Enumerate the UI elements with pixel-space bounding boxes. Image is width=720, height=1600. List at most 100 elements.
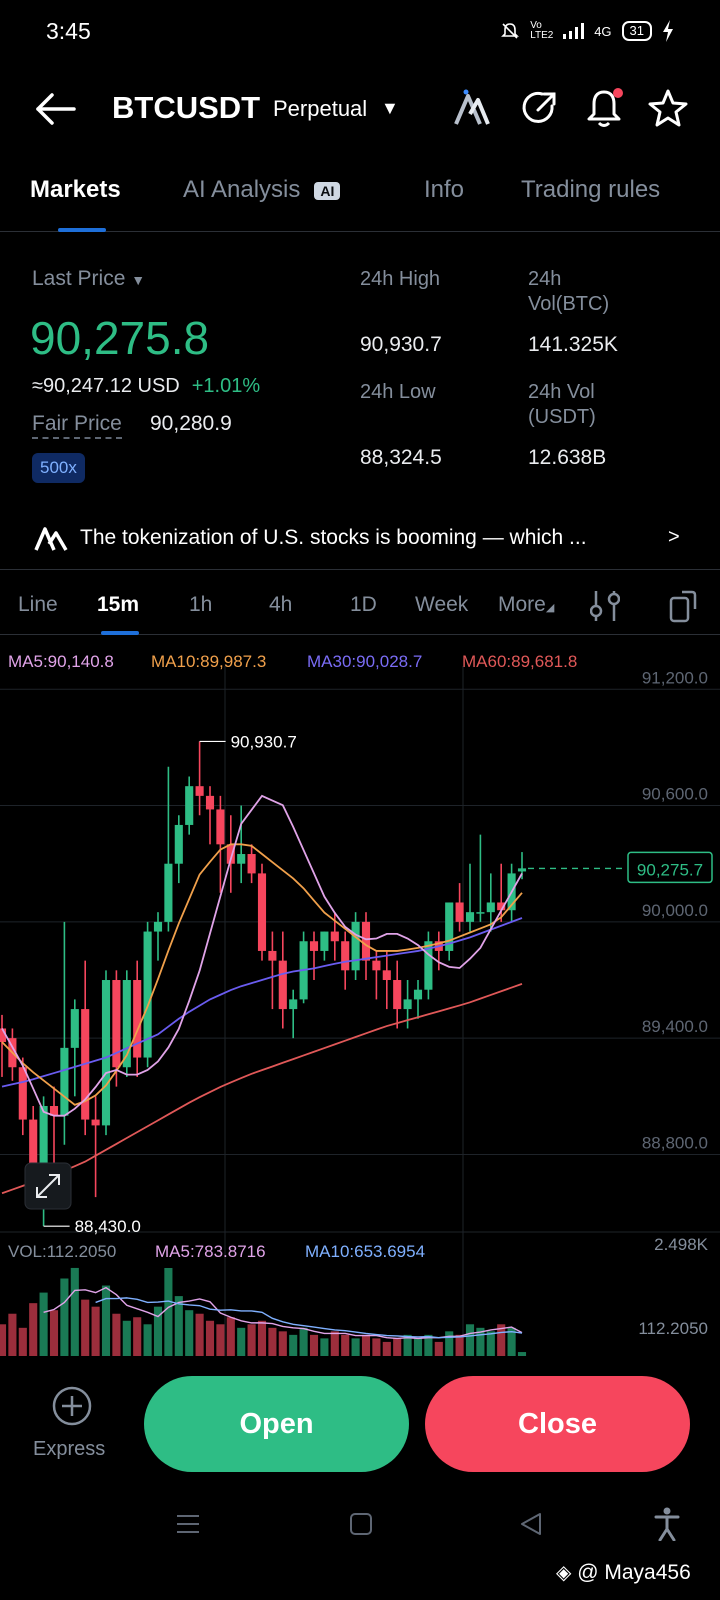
volume-bar	[101, 1285, 111, 1356]
candle-body	[101, 980, 111, 1126]
bell-icon[interactable]	[582, 86, 626, 130]
plus-circle-icon[interactable]	[52, 1386, 92, 1426]
more-caret-icon: ◢	[545, 602, 555, 614]
tab-markets[interactable]: Markets	[30, 176, 121, 203]
price-change-pct: +1.01%	[191, 375, 261, 397]
volume-bar	[341, 1334, 350, 1356]
low-marker-label: 88,430.0	[75, 1217, 141, 1236]
interval-more[interactable]: More◢	[498, 593, 554, 617]
candle-body	[49, 1106, 59, 1116]
last-price-selector[interactable]: Last Price ▼	[32, 267, 145, 291]
volume-bar	[382, 1341, 391, 1356]
interval-more-label: More	[498, 593, 546, 616]
fair-price-label[interactable]: Fair Price	[32, 412, 122, 439]
watermark-text: @ Maya456	[577, 1561, 691, 1584]
price-stats: Last Price ▼ 90,275.8 ≈90,247.12 USD +1.0…	[0, 255, 720, 495]
volume-bar	[330, 1331, 339, 1356]
status-icons: Vo LTE2 4G 31	[500, 20, 674, 42]
news-banner[interactable]: The tokenization of U.S. stocks is boomi…	[0, 510, 720, 570]
watermark: ◈ @ Maya456	[556, 1560, 691, 1585]
indicator-settings-icon[interactable]	[590, 589, 620, 623]
interval-line[interactable]: Line	[18, 593, 58, 616]
volume-ma10-legend: MA10:653.6954	[305, 1242, 425, 1261]
candle-body	[226, 844, 235, 864]
volume-axis-max: 2.498K	[654, 1235, 709, 1254]
symbol-title[interactable]: BTCUSDT	[112, 90, 261, 125]
volume-bar	[205, 1320, 215, 1356]
volume-bar	[278, 1331, 287, 1356]
close-button[interactable]: Close	[425, 1376, 690, 1472]
ai-logo-icon[interactable]	[450, 86, 494, 130]
network-type: 4G	[594, 23, 612, 39]
accessibility-icon[interactable]	[654, 1507, 680, 1541]
interval-1d[interactable]: 1D	[350, 593, 377, 616]
candle-body	[216, 809, 225, 845]
candle-body	[361, 921, 371, 961]
ai-news-icon	[34, 527, 68, 551]
ai-badge-icon: AI	[314, 181, 341, 200]
candle-body	[143, 931, 152, 1058]
candle-body	[320, 931, 329, 951]
candle-body	[497, 902, 506, 911]
interval-4h[interactable]: 4h	[269, 593, 293, 616]
back-arrow-icon[interactable]	[32, 86, 78, 132]
tab-active-indicator	[58, 228, 106, 232]
tab-trading-rules[interactable]: Trading rules	[521, 176, 661, 203]
signal-icon	[563, 23, 585, 39]
volume-bar	[320, 1338, 329, 1356]
low-24h-value: 88,324.5	[360, 446, 442, 469]
interval-15m[interactable]: 15m	[97, 593, 140, 616]
interval-week[interactable]: Week	[415, 593, 469, 616]
bottom-action-bar: Express Open Close	[0, 1360, 720, 1472]
star-icon[interactable]	[646, 86, 690, 130]
volume-bar	[112, 1313, 121, 1356]
back-nav-icon[interactable]	[518, 1511, 544, 1537]
volume-bar	[486, 1331, 495, 1356]
vol-btc-value: 141.325K	[528, 333, 618, 356]
contract-type[interactable]: Perpetual	[273, 96, 368, 121]
volume-bar	[372, 1338, 381, 1356]
binance-square-icon: ◈	[556, 1562, 572, 1584]
menu-nav-icon[interactable]	[175, 1511, 201, 1537]
candle-body	[403, 999, 412, 1010]
status-time: 3:45	[46, 18, 91, 44]
landscape-toggle-icon[interactable]	[668, 589, 698, 623]
vol-usdt-label-line2: (USDT)	[528, 406, 596, 428]
candle-body	[247, 854, 256, 874]
last-price-value: 90,275.8	[30, 312, 210, 364]
candle-body	[122, 980, 131, 1068]
news-headline[interactable]: The tokenization of U.S. stocks is boomi…	[80, 526, 587, 549]
vol-usdt-label-line1: 24h Vol	[528, 381, 595, 403]
expand-arrows-icon	[36, 1174, 60, 1198]
volume-bar	[351, 1338, 360, 1356]
leverage-badge[interactable]: 500x	[32, 453, 85, 483]
interval-1h[interactable]: 1h	[189, 593, 213, 616]
system-nav-bar: ◈ @ Maya456	[0, 1507, 720, 1600]
volume-bar	[174, 1296, 183, 1356]
express-label[interactable]: Express	[33, 1438, 106, 1460]
low-24h-label: 24h Low	[360, 381, 436, 403]
candle-body	[309, 941, 319, 951]
candlestick-chart[interactable]: 91,200.0 90,600.0 90,000.0 89,400.0 88,800.0…	[0, 636, 720, 1356]
share-icon[interactable]	[518, 86, 562, 130]
volume-bar	[434, 1341, 443, 1356]
ma30-legend: MA30:90,028.7	[307, 652, 423, 671]
chevron-right-icon[interactable]: >	[668, 526, 680, 548]
volume-bar	[507, 1327, 516, 1356]
vol-btc-label: 24h Vol(BTC)	[528, 267, 609, 317]
volume-bar	[476, 1327, 485, 1356]
volte-icon: Vo LTE2	[530, 20, 554, 41]
vol-btc-label-line1: 24h	[528, 268, 562, 290]
volume-bar	[445, 1331, 454, 1356]
candle-body	[445, 902, 454, 951]
tab-ai-analysis[interactable]: AI Analysis AI	[183, 176, 341, 204]
chevron-down-icon[interactable]: ▼	[381, 98, 399, 118]
y-tick-label: 89,400.0	[642, 1017, 708, 1036]
candle-body	[268, 950, 277, 961]
home-nav-icon[interactable]	[348, 1511, 374, 1537]
volume-bar	[195, 1313, 204, 1356]
candle-body	[237, 854, 246, 864]
tab-info[interactable]: Info	[424, 176, 465, 203]
battery-icon: 31	[621, 21, 652, 41]
open-button[interactable]: Open	[144, 1376, 409, 1472]
